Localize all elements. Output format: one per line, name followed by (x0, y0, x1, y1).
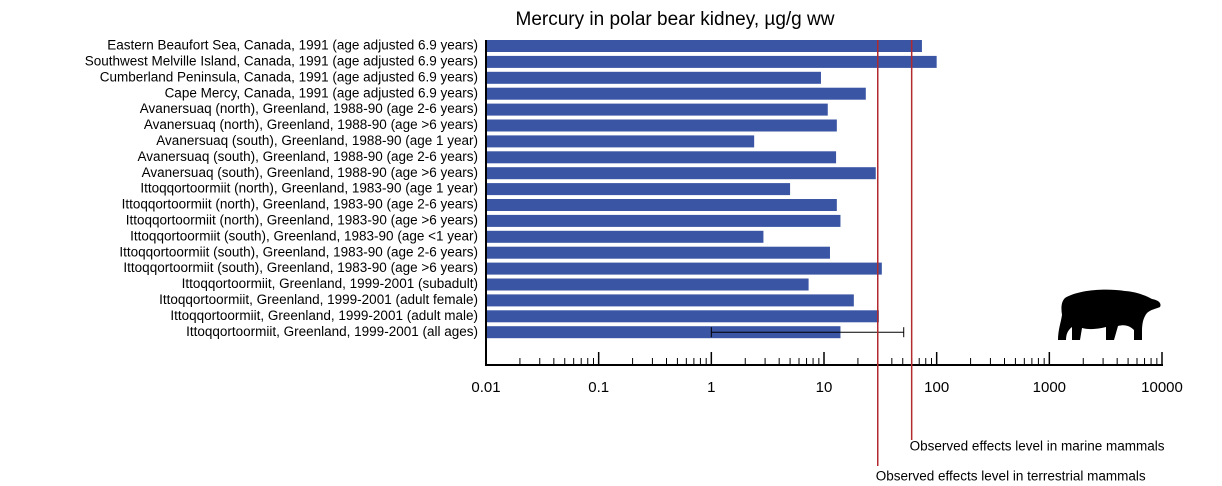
y-tick-label: Ittoqqortoormiit, Greenland, 1999-2001 (… (182, 276, 478, 291)
y-tick-label: Avanersuaq (north), Greenland, 1988-90 (… (140, 101, 478, 116)
x-tick-label: 1000 (1033, 379, 1066, 396)
y-tick-label: Avanersuaq (south), Greenland, 1988-90 (… (156, 133, 478, 148)
reference-label: Observed effects level in marine mammals (910, 439, 1165, 454)
polar-bear-icon (1058, 289, 1161, 340)
y-tick-label: Cumberland Peninsula, Canada, 1991 (age … (100, 69, 478, 84)
y-tick-label: Avanersuaq (south), Greenland, 1988-90 (… (142, 165, 478, 180)
bar (486, 40, 922, 52)
y-tick-label: Avanersuaq (north), Greenland, 1988-90 (… (144, 117, 478, 132)
bar (486, 294, 854, 307)
y-tick-label: Ittoqqortoormiit (north), Greenland, 198… (126, 212, 478, 227)
y-tick-label: Ittoqqortoormiit, Greenland, 1999-2001 (… (186, 324, 478, 339)
x-tick-label: 0.1 (588, 379, 609, 396)
y-tick-label: Eastern Beaufort Sea, Canada, 1991 (age … (107, 38, 478, 53)
bar (486, 262, 882, 275)
y-tick-label: Avanersuaq (south), Greenland, 1988-90 (… (138, 149, 478, 164)
y-tick-label: Ittoqqortoormiit (south), Greenland, 198… (130, 228, 478, 243)
bar (486, 310, 879, 323)
bar (486, 55, 937, 68)
bar (486, 246, 830, 259)
bar (486, 278, 809, 291)
bar (486, 119, 837, 132)
x-tick-label: 0.01 (471, 379, 500, 396)
y-tick-label: Ittoqqortoormiit (south), Greenland, 198… (123, 260, 478, 275)
y-tick-label: Ittoqqortoormiit, Greenland, 1999-2001 (… (159, 292, 478, 307)
bar (486, 135, 755, 148)
bar (486, 214, 841, 227)
bar (486, 199, 837, 211)
y-tick-label: Southwest Melville Island, Canada, 1991 … (85, 53, 478, 68)
y-tick-label: Ittoqqortoormiit (south), Greenland, 198… (119, 244, 478, 259)
bar (486, 151, 837, 164)
y-tick-label: Cape Mercy, Canada, 1991 (age adjusted 6… (165, 85, 478, 100)
polar-bear (1058, 289, 1161, 340)
bar (486, 103, 828, 116)
x-tick-label: 10000 (1141, 379, 1183, 396)
x-tick-label: 1 (707, 379, 715, 396)
bar (486, 71, 821, 84)
x-tick-label: 10 (816, 379, 833, 396)
chart-title: Mercury in polar bear kidney, µg/g ww (516, 9, 835, 30)
bar (486, 230, 764, 243)
bar (486, 167, 876, 180)
bar (486, 326, 841, 339)
bar (486, 87, 866, 100)
y-tick-label: Ittoqqortoormiit, Greenland, 1999-2001 (… (170, 308, 478, 323)
bar (486, 183, 791, 196)
y-tick-label: Ittoqqortoormiit (north), Greenland, 198… (140, 181, 478, 196)
x-tick-label: 100 (924, 379, 949, 396)
y-tick-label: Ittoqqortoormiit (north), Greenland, 198… (122, 197, 478, 212)
reference-label: Observed effects level in terrestrial ma… (876, 469, 1146, 484)
